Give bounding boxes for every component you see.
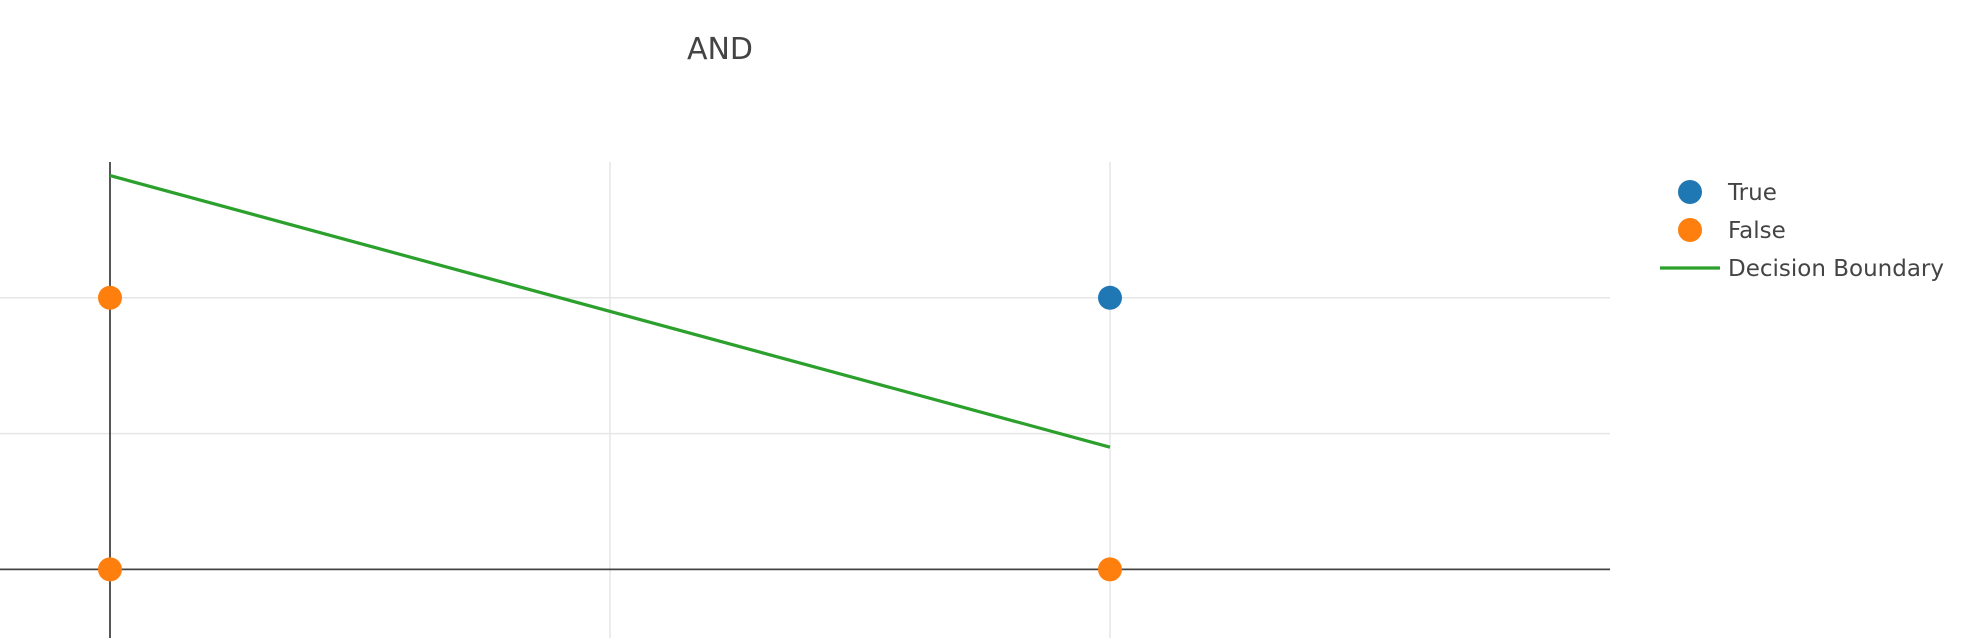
legend-marker-0 (1678, 180, 1702, 204)
data-point-1-1 (98, 285, 122, 310)
plot-area (98, 174, 1122, 582)
legend-label-2: Decision Boundary (1728, 256, 1944, 282)
data-point-1-2 (1098, 557, 1122, 582)
legend-label-1: False (1728, 218, 1786, 244)
grid (0, 162, 1610, 640)
axes (0, 162, 1610, 640)
legend-label-0: True (1727, 180, 1777, 206)
legend-marker-1 (1678, 218, 1702, 242)
legend: True False Decision Boundary (1660, 180, 1944, 282)
series-line-2 (109, 174, 1111, 449)
data-point-1-0 (98, 557, 122, 582)
chart-title: AND (687, 32, 753, 67)
data-point-0-0 (1098, 285, 1122, 310)
